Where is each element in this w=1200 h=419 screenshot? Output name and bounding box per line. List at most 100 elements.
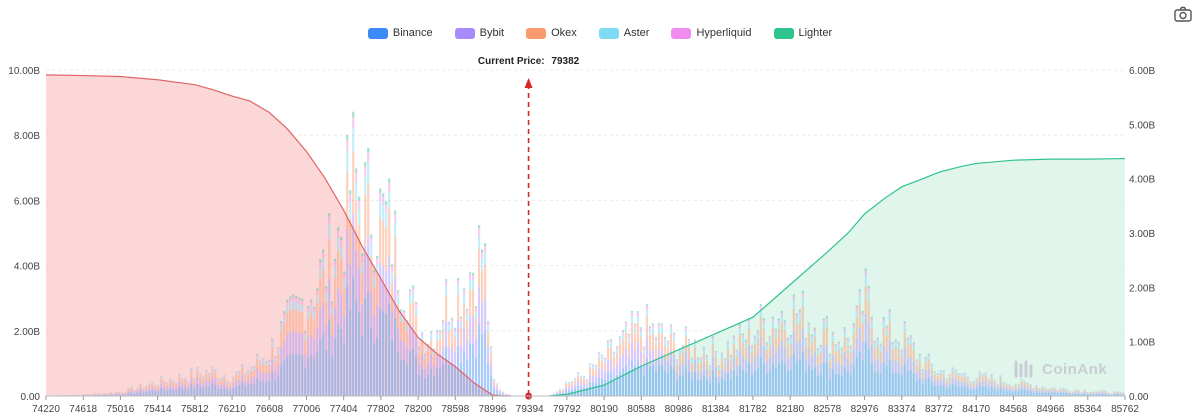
bar-segment xyxy=(843,336,846,352)
bar-segment xyxy=(666,372,670,396)
legend-item-bybit[interactable]: Bybit xyxy=(454,24,504,42)
bar-segment xyxy=(711,370,714,396)
bar-segment xyxy=(918,368,921,379)
bar-segment xyxy=(663,345,667,359)
bar-segment xyxy=(930,382,933,396)
bar-segment xyxy=(1116,391,1119,394)
bar-segment xyxy=(852,333,855,350)
bar-segment xyxy=(807,324,810,328)
bar-segment xyxy=(262,363,265,372)
bar-segment xyxy=(433,349,436,352)
bar-segment xyxy=(241,382,244,396)
legend-item-aster[interactable]: Aster xyxy=(598,24,649,42)
bar-segment xyxy=(196,369,199,372)
bar-segment xyxy=(217,379,220,380)
legend-item-okex[interactable]: Okex xyxy=(526,24,577,42)
bar-segment xyxy=(1026,383,1029,385)
bar-segment xyxy=(963,386,966,396)
bar-segment xyxy=(900,349,903,351)
bar-segment xyxy=(969,389,972,396)
bar-segment xyxy=(328,224,331,239)
bar-segment xyxy=(196,367,199,370)
bar-segment xyxy=(319,338,322,396)
bar-segment xyxy=(196,377,199,384)
legend-swatch xyxy=(773,27,794,39)
bar-segment xyxy=(289,298,292,303)
bar-segment xyxy=(346,286,349,396)
bar-segment xyxy=(675,361,679,365)
bar-segment xyxy=(840,364,843,376)
bar-segment xyxy=(768,340,771,345)
bar-segment xyxy=(909,335,912,337)
bar-segment xyxy=(1089,394,1092,396)
bar-segment xyxy=(136,388,139,391)
bar-segment xyxy=(753,335,756,337)
bar-segment xyxy=(343,273,346,279)
bar-segment xyxy=(436,339,439,355)
bar-segment xyxy=(247,379,250,386)
bar-segment xyxy=(891,342,894,344)
bar-segment xyxy=(690,371,693,380)
bar-segment xyxy=(400,321,403,341)
bar-segment xyxy=(834,362,837,375)
bar-segment xyxy=(792,294,795,297)
bar-segment xyxy=(990,377,993,382)
legend-item-binance[interactable]: Binance xyxy=(367,24,433,42)
bar-segment xyxy=(705,357,708,361)
bar-segment xyxy=(819,346,822,349)
legend-label: Hyperliquid xyxy=(696,27,752,39)
bar-segment xyxy=(882,362,885,396)
bar-segment xyxy=(133,391,136,393)
legend-swatch xyxy=(454,27,475,39)
bar-segment xyxy=(750,363,753,375)
bar-segment xyxy=(837,345,840,350)
bar-segment xyxy=(478,228,481,236)
bar-segment xyxy=(217,384,220,389)
bar-segment xyxy=(307,318,310,339)
bar-segment xyxy=(232,378,235,380)
bar-segment xyxy=(570,381,574,383)
bar-segment xyxy=(714,352,717,354)
bar-segment xyxy=(274,370,277,380)
bar-segment xyxy=(603,371,607,380)
bar-segment xyxy=(564,382,568,383)
bar-segment xyxy=(690,359,693,363)
bar-segment xyxy=(855,305,858,308)
bar-segment xyxy=(777,346,780,364)
bar-segment xyxy=(684,336,688,352)
bar-segment xyxy=(738,328,741,335)
bar-segment xyxy=(666,341,670,344)
bar-segment xyxy=(687,359,691,373)
bar-segment xyxy=(942,374,945,380)
bar-segment xyxy=(250,371,253,378)
camera-icon[interactable] xyxy=(1174,6,1192,22)
bar-segment xyxy=(349,219,352,265)
bar-segment xyxy=(804,338,807,340)
bar-segment xyxy=(334,338,337,396)
bar-segment xyxy=(657,324,661,328)
x-tick-label: 85762 xyxy=(1111,404,1139,415)
legend-item-hyperliquid[interactable]: Hyperliquid xyxy=(671,24,752,42)
bar-segment xyxy=(1092,392,1095,394)
bar-segment xyxy=(783,324,786,331)
bar-segment xyxy=(340,239,343,247)
bar-segment xyxy=(666,360,670,373)
legend-item-lighter[interactable]: Lighter xyxy=(773,24,832,42)
bar-segment xyxy=(454,367,457,396)
bar-segment xyxy=(660,327,664,334)
bar-segment xyxy=(945,380,948,385)
bar-segment xyxy=(118,393,121,395)
bar-segment xyxy=(280,364,283,396)
bar-segment xyxy=(579,376,583,379)
bar-segment xyxy=(597,353,601,355)
bar-segment xyxy=(412,349,415,396)
bar-segment xyxy=(202,387,205,396)
bar-segment xyxy=(969,386,972,390)
y-right-tick-label: 3.00B xyxy=(1129,229,1155,240)
bar-segment xyxy=(813,327,816,329)
bar-segment xyxy=(861,341,864,361)
bar-segment xyxy=(894,347,897,360)
bar-segment xyxy=(642,375,646,396)
bar-segment xyxy=(957,373,960,375)
x-tick-label: 79394 xyxy=(516,404,544,415)
